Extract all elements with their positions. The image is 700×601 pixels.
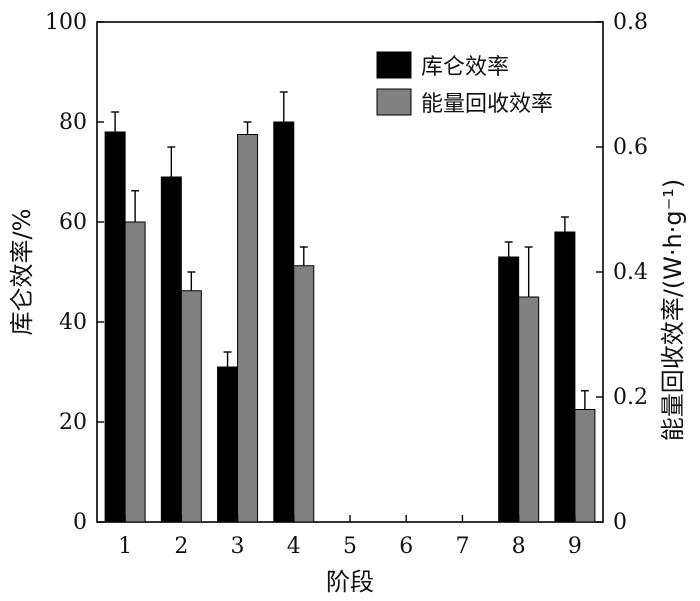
bar-energy-9 xyxy=(574,409,596,523)
y-right-tick-label: 0 xyxy=(613,510,627,535)
bar-coulombic-9 xyxy=(554,231,576,523)
axes: 0 20 40 60 80 100 0 0.2 0.4 0.6 0.8 1 2 3 4 5 6 7 8 9 xyxy=(45,10,648,559)
bar-energy-2 xyxy=(180,290,202,523)
x-tick-label: 5 xyxy=(343,534,357,559)
legend-label-coulombic: 库仑效率 xyxy=(421,55,509,80)
y-left-tick-label: 0 xyxy=(73,510,87,535)
x-tick-label: 6 xyxy=(399,534,413,559)
bar-energy-8 xyxy=(518,296,540,523)
y-left-tick-label: 60 xyxy=(59,210,87,235)
x-tick-label: 3 xyxy=(231,534,245,559)
y-axis-left-title: 库仑效率/% xyxy=(8,209,36,336)
x-tick-label: 9 xyxy=(568,534,582,559)
y-right-tick-label: 0.4 xyxy=(613,260,648,285)
bar-coulombic-2 xyxy=(160,176,182,523)
x-tick-label: 7 xyxy=(455,534,469,559)
bar-energy-4 xyxy=(293,265,315,523)
error-bars xyxy=(111,91,589,410)
bars xyxy=(104,121,596,523)
bar-energy-3 xyxy=(237,134,259,523)
y-left-tick-label: 100 xyxy=(45,10,87,35)
y-right-tick-label: 0.2 xyxy=(613,385,648,410)
x-tick-label: 2 xyxy=(174,534,188,559)
bar-coulombic-1 xyxy=(104,131,126,523)
y-right-tick-label: 0.6 xyxy=(613,135,648,160)
x-tick-label: 4 xyxy=(287,534,301,559)
y-right-tick-label: 0.8 xyxy=(613,10,648,35)
x-tick-label: 8 xyxy=(512,534,526,559)
bar-coulombic-8 xyxy=(498,256,520,523)
legend-swatch-energy xyxy=(376,88,412,116)
y-left-tick-label: 40 xyxy=(59,310,87,335)
y-left-tick-label: 20 xyxy=(59,410,87,435)
bar-energy-1 xyxy=(124,221,146,523)
legend-label-energy: 能量回收效率 xyxy=(421,92,553,117)
x-tick-label: 1 xyxy=(118,534,132,559)
x-axis-title: 阶段 xyxy=(326,568,374,596)
y-left-tick-label: 80 xyxy=(59,110,87,135)
legend: 库仑效率 能量回收效率 xyxy=(376,51,553,117)
legend-swatch-coulombic xyxy=(376,51,412,79)
bar-coulombic-4 xyxy=(273,121,295,523)
bar-coulombic-3 xyxy=(217,366,239,523)
y-axis-right-title: 能量回收效率/(W·h·g⁻¹) xyxy=(659,179,687,442)
